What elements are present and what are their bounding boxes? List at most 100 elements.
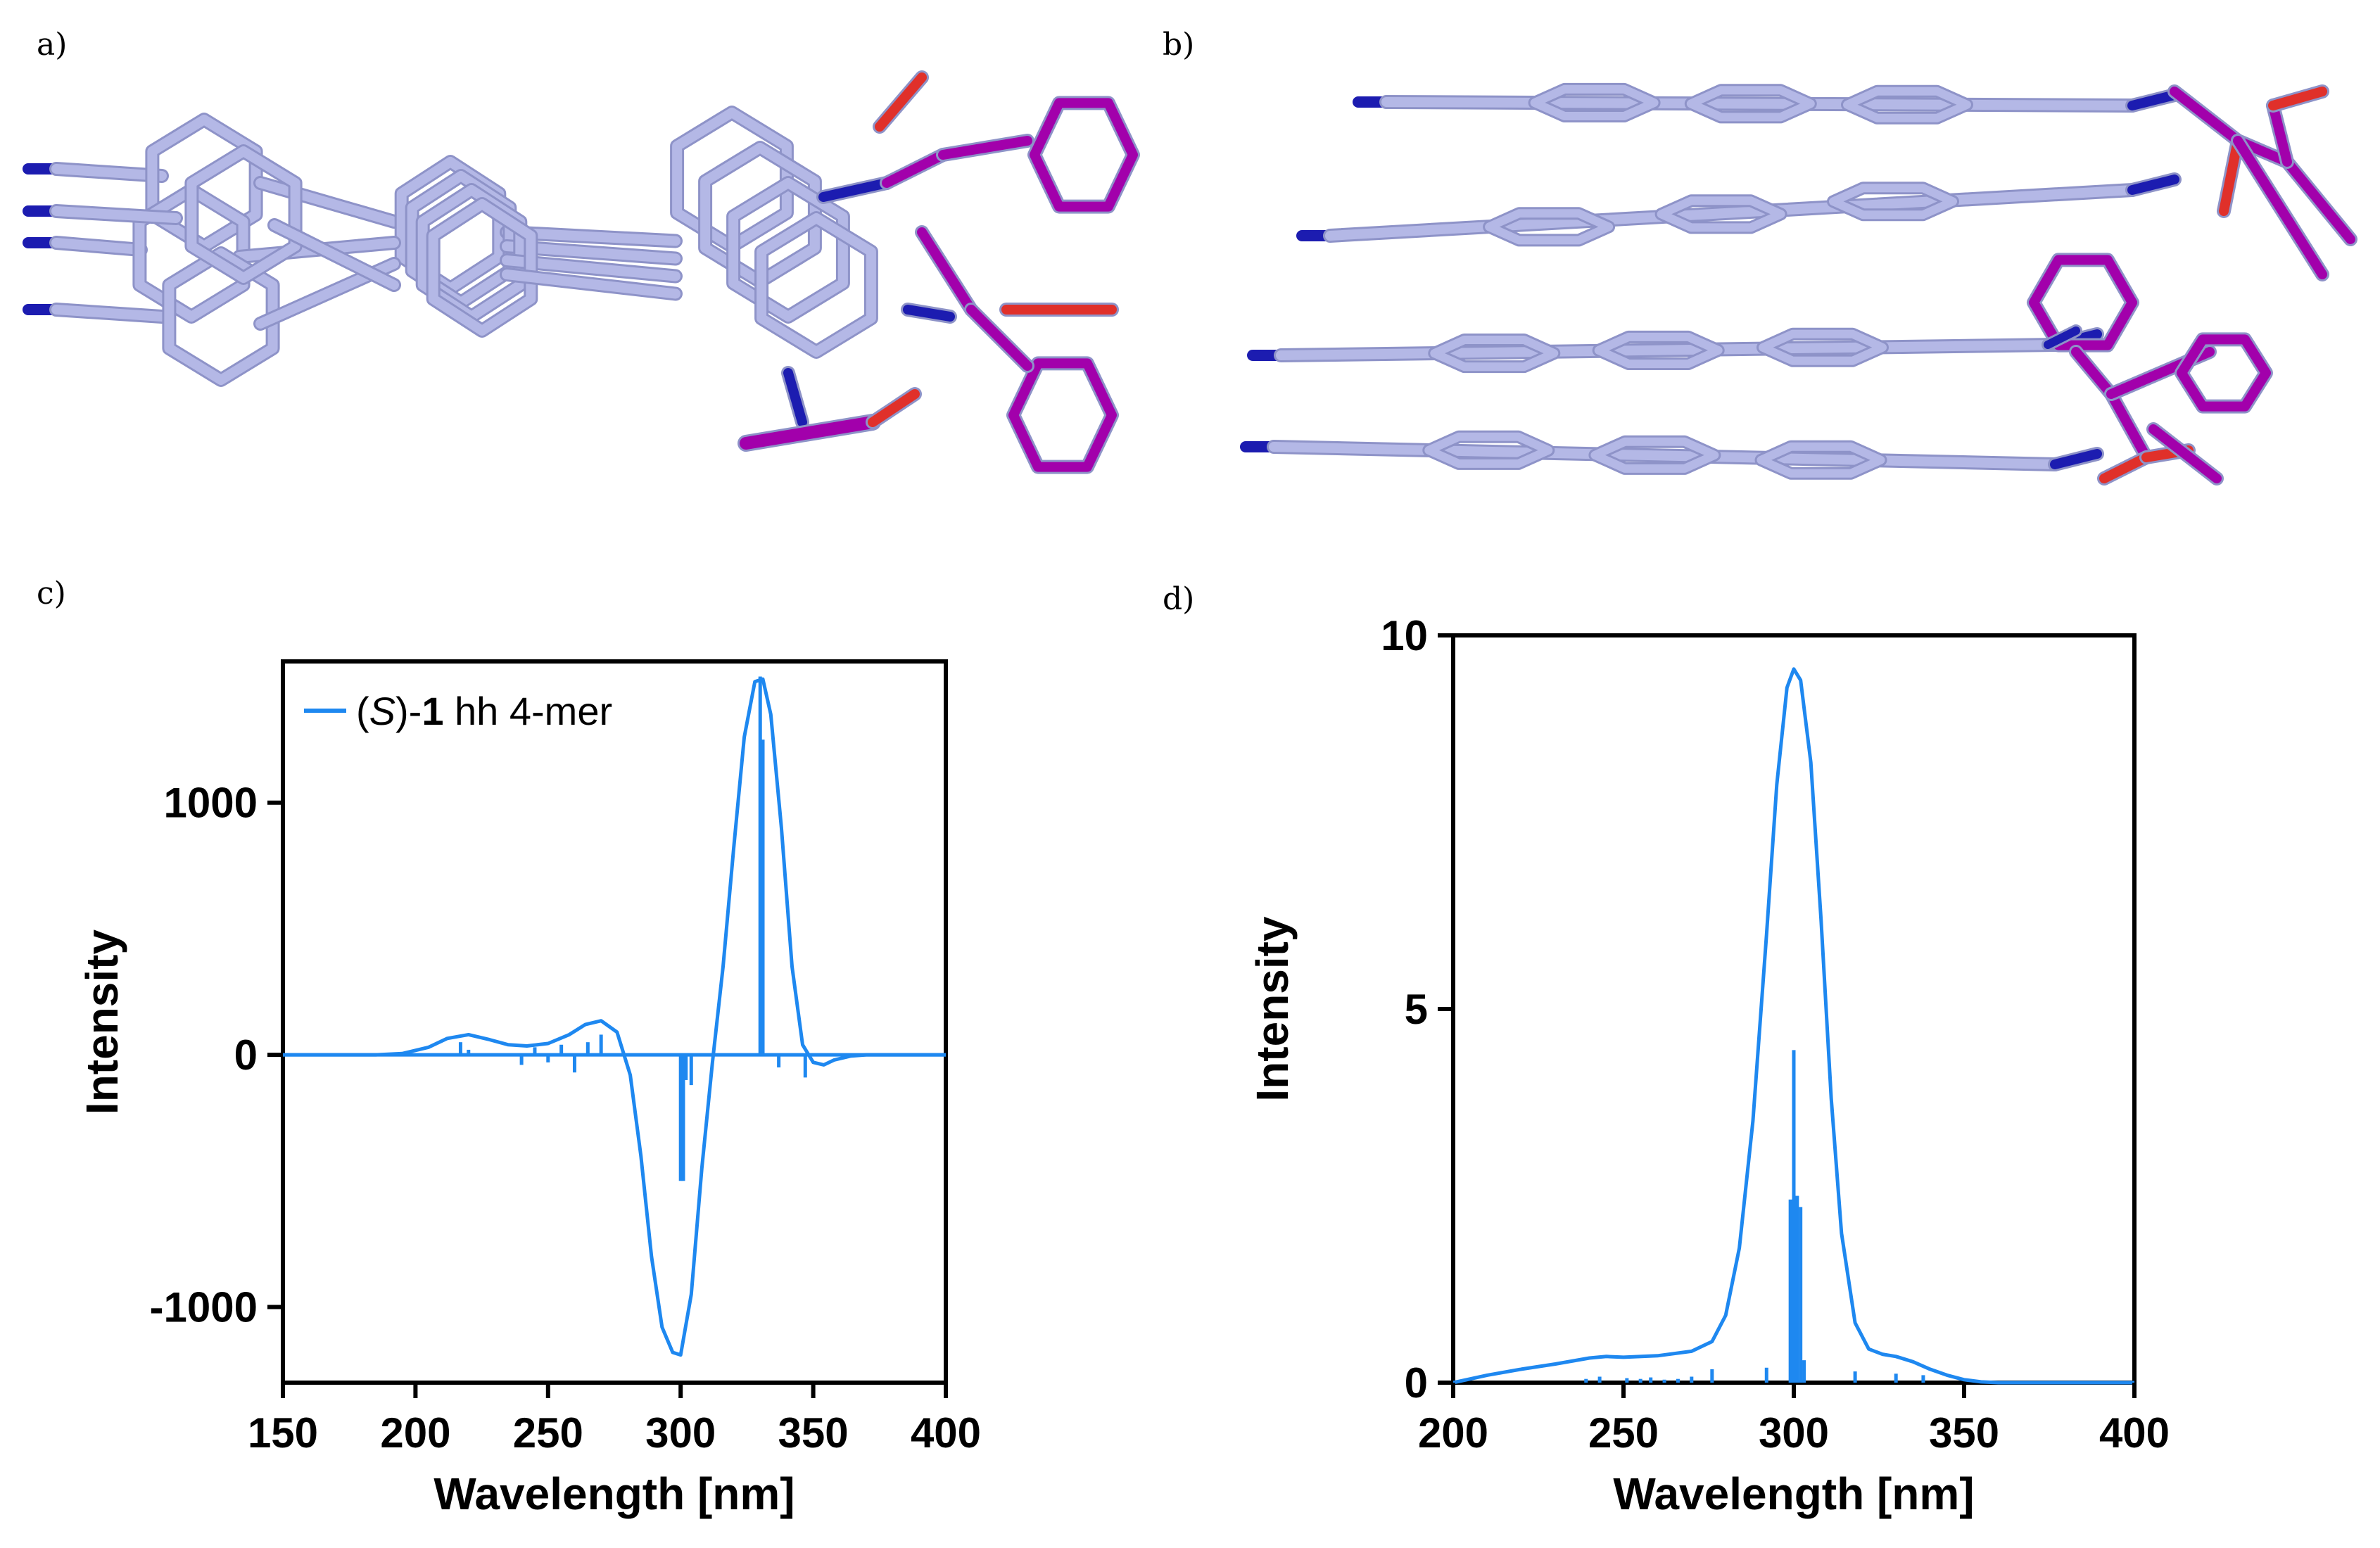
bond: [966, 305, 1032, 371]
x-tick-label-150: 150: [248, 1409, 318, 1457]
ring: [1430, 336, 1559, 372]
panel-label-d: d): [1163, 581, 1195, 617]
bond: [868, 389, 920, 427]
chart-c-x-label: Wavelength [nm]: [433, 1468, 795, 1519]
y-tick-label-1: 0: [234, 1032, 258, 1079]
x-tick-label-200: 200: [1418, 1409, 1488, 1457]
bond: [882, 150, 948, 188]
bond: [938, 136, 1032, 160]
chart-c-y-label: Intensity: [77, 930, 127, 1115]
panel-label-b: b): [1163, 27, 1195, 63]
chart-c-plot-frame: [281, 659, 948, 1385]
chart-c-y-axis: -1000 0 1000: [150, 780, 283, 1331]
bond: [255, 178, 399, 227]
bond: [51, 206, 181, 223]
legend-prefix: (: [356, 689, 369, 733]
chart-d-series-line: [1452, 667, 2134, 1385]
chart-c-x-axis: 150 200 250 300 350 400: [248, 1383, 981, 1457]
y-tick-label-2: 10: [1381, 612, 1428, 659]
legend-bold: 1: [422, 689, 443, 733]
bond: [2071, 347, 2116, 399]
ring: [164, 248, 278, 385]
bond: [1325, 185, 2137, 241]
ring: [2177, 334, 2271, 412]
bond: [1269, 442, 2060, 469]
bond: [1381, 97, 2137, 110]
bond: [2044, 326, 2080, 349]
chart-c-legend: (S)-1 hh 4-mer: [304, 689, 612, 733]
y-tick-label-0: -1000: [150, 1283, 258, 1331]
molecule-a-illustration: [23, 70, 1140, 474]
y-tick-label-2: 1000: [164, 780, 258, 827]
bond: [2050, 449, 2102, 469]
ring: [1829, 184, 1957, 220]
y-tick-label-0: 0: [1405, 1359, 1428, 1407]
y-tick-label-1: 5: [1405, 986, 1428, 1033]
chart-d-y-label: Intensity: [1247, 916, 1298, 1102]
bond: [2148, 424, 2222, 483]
x-tick-label-300: 300: [645, 1409, 716, 1457]
bond: [2106, 389, 2151, 462]
legend-italic: S: [369, 689, 395, 733]
bond: [2170, 87, 2243, 146]
x-tick-label-400: 400: [911, 1409, 981, 1457]
ring: [2029, 255, 2137, 350]
ring: [1756, 442, 1885, 478]
x-tick-label-350: 350: [1929, 1409, 1999, 1457]
ring: [1657, 196, 1785, 232]
chart-c-legend-text: (S)-1 hh 4-mer: [356, 689, 612, 733]
x-tick-label-250: 250: [513, 1409, 583, 1457]
bond: [51, 164, 167, 181]
bond: [818, 178, 892, 202]
ring: [1590, 437, 1719, 473]
bond: [875, 72, 927, 132]
ring: [428, 199, 536, 336]
x-tick-label-300: 300: [1759, 1409, 1829, 1457]
bond: [740, 416, 879, 450]
bond: [2282, 157, 2355, 244]
panel-label-a: a): [37, 27, 68, 63]
chart-d-sticks: [1584, 1050, 1925, 1383]
chart-d: 200 250 300 350 400 0 5 10 Wavelength [nm] Int…: [1247, 612, 2170, 1519]
bond: [2219, 136, 2243, 216]
ring: [1843, 87, 1971, 122]
panel-label-c: c): [37, 576, 66, 611]
ring: [1485, 209, 1614, 245]
bond: [2099, 452, 2151, 483]
legend-middle: )-: [395, 689, 422, 733]
ring: [728, 178, 848, 322]
bond: [2127, 90, 2179, 110]
bond: [1276, 340, 2060, 360]
x-tick-label-400: 400: [2099, 1409, 2170, 1457]
chart-d-y-axis: 0 5 10: [1381, 612, 1453, 1407]
ring: [1759, 329, 1887, 365]
ring: [757, 213, 876, 357]
ring: [1686, 86, 1815, 122]
chart-c-sticks: [458, 676, 807, 1181]
ring: [1594, 332, 1723, 368]
ring: [1424, 432, 1553, 468]
bond: [917, 227, 976, 315]
chart-d-x-label: Wavelength [nm]: [1613, 1468, 1974, 1519]
bond: [51, 238, 146, 255]
x-tick-label-200: 200: [380, 1409, 450, 1457]
molecule-b-illustration: [1240, 82, 2357, 486]
x-tick-label-350: 350: [778, 1409, 849, 1457]
x-tick-label-250: 250: [1588, 1409, 1659, 1457]
bond: [51, 305, 167, 322]
bond: [2268, 101, 2292, 167]
ring: [1030, 98, 1138, 212]
bond: [783, 368, 807, 427]
ring: [1530, 84, 1659, 120]
chart-d-x-axis: 200 250 300 350 400: [1418, 1383, 2170, 1457]
bond: [2268, 87, 2327, 110]
bond: [2127, 175, 2179, 195]
bond: [903, 305, 955, 322]
bond: [2233, 136, 2327, 279]
ring: [186, 146, 300, 283]
chart-c: 150 200 250 300 350 400 -1000 0 1000 Wavelength…: [77, 659, 981, 1519]
bond: [270, 220, 399, 290]
ring: [1008, 358, 1117, 472]
bond: [502, 269, 681, 299]
